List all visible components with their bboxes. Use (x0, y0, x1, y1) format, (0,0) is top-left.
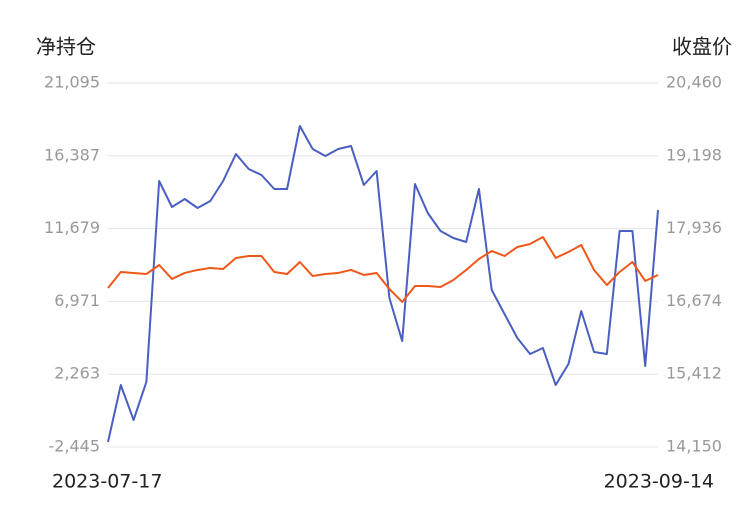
y-tick-label: -2,445 (48, 437, 100, 456)
y-tick-label: 16,387 (44, 145, 100, 164)
series-line (107, 236, 659, 303)
x-tick-label: 2023-07-17 (52, 471, 162, 493)
y-tick-label: 11,679 (44, 218, 100, 237)
y2-tick-label: 17,936 (666, 218, 722, 237)
series-line (107, 125, 659, 443)
y-tick-label: 2,263 (54, 364, 100, 383)
y2-axis-title: 收盘价 (672, 35, 732, 59)
x-tick-label: 2023-09-14 (604, 471, 714, 493)
y-axis-title: 净持仓 (36, 35, 96, 59)
y2-tick-label: 20,460 (666, 73, 722, 92)
y-tick-label: 6,971 (54, 291, 100, 310)
y2-tick-label: 14,150 (666, 437, 722, 456)
y2-tick-label: 16,674 (666, 291, 722, 310)
y2-tick-label: 15,412 (666, 364, 722, 383)
y-tick-label: 21,095 (44, 73, 100, 92)
y2-tick-label: 19,198 (666, 145, 722, 164)
